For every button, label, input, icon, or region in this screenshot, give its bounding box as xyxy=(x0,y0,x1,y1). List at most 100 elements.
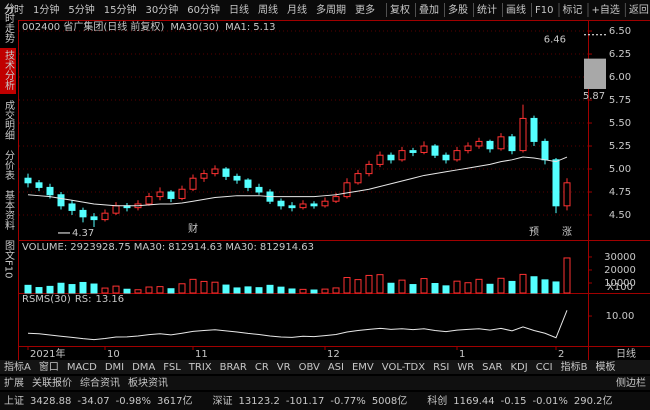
chart-header: 002400 省广集团(日线 前复权) xyxy=(22,20,164,33)
candle-body xyxy=(145,196,153,205)
toolbar-button[interactable]: 30分钟 xyxy=(145,3,178,16)
toolbar-button[interactable]: 更多 xyxy=(355,3,375,16)
side-tab[interactable]: 图文F10 xyxy=(3,240,15,279)
indicator-tab[interactable]: OBV xyxy=(299,362,320,373)
indicator-tab[interactable]: DMA xyxy=(132,362,155,373)
indicator-tab[interactable]: 指标A xyxy=(4,360,31,373)
volume-bar xyxy=(200,280,208,294)
volume-bar xyxy=(431,283,439,294)
volume-bar xyxy=(266,284,274,294)
toolbar-button[interactable]: 分时 xyxy=(4,4,24,16)
price-annotation: 4.37 xyxy=(72,228,94,239)
side-tab[interactable]: 成交明细 xyxy=(3,100,15,140)
rs-header: RS: xyxy=(75,294,92,305)
side-tab[interactable]: 分时走势 xyxy=(3,3,15,44)
candle-body xyxy=(321,200,329,207)
indicator-tab[interactable]: EMV xyxy=(352,362,374,373)
candle-body xyxy=(420,145,428,153)
rs-header: 13.16 xyxy=(95,294,124,305)
toolbar-button[interactable]: 1分钟 xyxy=(33,3,59,16)
candle-body xyxy=(288,205,296,209)
toolbar-button[interactable]: 60分钟 xyxy=(187,3,220,16)
index-quote: 290.2亿 xyxy=(574,394,613,407)
indicator-tab[interactable]: VOL-TDX xyxy=(382,362,425,373)
y-tick-label: 5.50 xyxy=(609,118,631,129)
volume-bar xyxy=(288,288,296,294)
indicator-tab[interactable]: FSL xyxy=(163,362,181,373)
indicator-tab[interactable]: 模板 xyxy=(596,360,616,373)
volume-bar xyxy=(563,257,571,294)
indicator-tab[interactable]: VR xyxy=(277,362,291,373)
toolbar-button[interactable]: 画线 xyxy=(506,3,526,16)
x-tick-label: 12 xyxy=(327,349,340,360)
toolbar-button[interactable]: 统计 xyxy=(477,3,497,16)
chart-header: MA30(30) xyxy=(170,22,219,33)
candle-body xyxy=(497,136,505,150)
toolbar-separator xyxy=(624,3,626,17)
volume-bar xyxy=(310,289,318,294)
candle-body xyxy=(354,173,362,184)
indicator-tab[interactable]: ASI xyxy=(328,362,344,373)
ext-tab[interactable]: 扩展 xyxy=(4,376,24,389)
ma-line xyxy=(27,156,568,207)
toolbar-button[interactable]: 返回 xyxy=(629,4,649,16)
candle-body xyxy=(376,154,384,165)
toolbar-button[interactable]: 多周期 xyxy=(316,3,346,16)
index-quote: 科创 xyxy=(427,394,447,407)
volume-bar xyxy=(46,285,54,294)
toolbar-button[interactable]: F10 xyxy=(535,5,553,16)
candle-body xyxy=(541,140,549,161)
toolbar-button[interactable]: 15分钟 xyxy=(104,3,137,16)
index-quote: 3428.88 xyxy=(30,396,71,407)
indicator-tab[interactable]: CR xyxy=(255,362,269,373)
side-tab[interactable]: 技术分析 xyxy=(3,49,15,91)
volume-bar xyxy=(178,283,186,294)
y-tick-label: 4.50 xyxy=(609,210,631,221)
toolbar-button[interactable]: 叠加 xyxy=(419,4,439,16)
volume-bar xyxy=(134,289,142,294)
toolbar-button[interactable]: 标记 xyxy=(562,4,582,16)
indicator-tab[interactable]: 指标B xyxy=(561,360,588,373)
candle-body xyxy=(101,212,109,221)
volume-bar xyxy=(156,286,164,294)
y-tick-label: 5.75 xyxy=(609,95,631,106)
indicator-tab[interactable]: DMI xyxy=(105,362,124,373)
side-tab[interactable]: 分价表 xyxy=(3,150,15,181)
toolbar-button[interactable]: 月线 xyxy=(287,3,307,16)
indicator-tab[interactable]: 窗口 xyxy=(39,360,59,373)
toolbar-button[interactable]: +自选 xyxy=(591,3,619,16)
candle-body xyxy=(464,145,472,152)
candle-body xyxy=(156,191,164,198)
indicator-tab[interactable]: BRAR xyxy=(220,362,247,373)
indicator-tab[interactable]: WR xyxy=(457,362,474,373)
toolbar-button[interactable]: 多股 xyxy=(448,3,468,16)
ext-tab[interactable]: 综合资讯 xyxy=(80,376,120,389)
indicator-tab[interactable]: RSI xyxy=(433,362,449,373)
sidebar-toggle[interactable]: 侧边栏 xyxy=(616,376,646,389)
y-tick-label: 30000 xyxy=(604,252,636,263)
volume-bar xyxy=(497,277,505,294)
volume-bar xyxy=(255,287,263,294)
indicator-tab[interactable]: KDJ xyxy=(510,362,527,373)
toolbar-button[interactable]: 5分钟 xyxy=(68,3,94,16)
toolbar-separator xyxy=(415,3,416,17)
toolbar-separator xyxy=(558,3,560,17)
candle-body xyxy=(409,150,417,153)
x-tick-label: 2 xyxy=(558,349,564,360)
candle-body xyxy=(79,209,87,218)
ext-tab[interactable]: 板块资讯 xyxy=(128,376,168,389)
toolbar-button[interactable]: 复权 xyxy=(390,3,410,16)
event-marker: 预 xyxy=(529,226,539,238)
indicator-tab[interactable]: SAR xyxy=(482,362,502,373)
indicator-tab[interactable]: MACD xyxy=(67,362,97,373)
candle-body xyxy=(211,168,219,175)
indicator-tab[interactable]: CCI xyxy=(536,362,553,373)
toolbar-button[interactable]: 周线 xyxy=(258,3,278,16)
y-tick-label: 6.00 xyxy=(609,72,631,83)
ext-tab[interactable]: 关联报价 xyxy=(32,376,72,389)
index-quote: 上证 xyxy=(4,395,24,407)
toolbar-button[interactable]: 日线 xyxy=(229,3,249,16)
side-tab[interactable]: 基本资料 xyxy=(3,189,15,231)
indicator-tab[interactable]: TRIX xyxy=(188,362,212,373)
x-tick-label: 1 xyxy=(459,349,465,360)
